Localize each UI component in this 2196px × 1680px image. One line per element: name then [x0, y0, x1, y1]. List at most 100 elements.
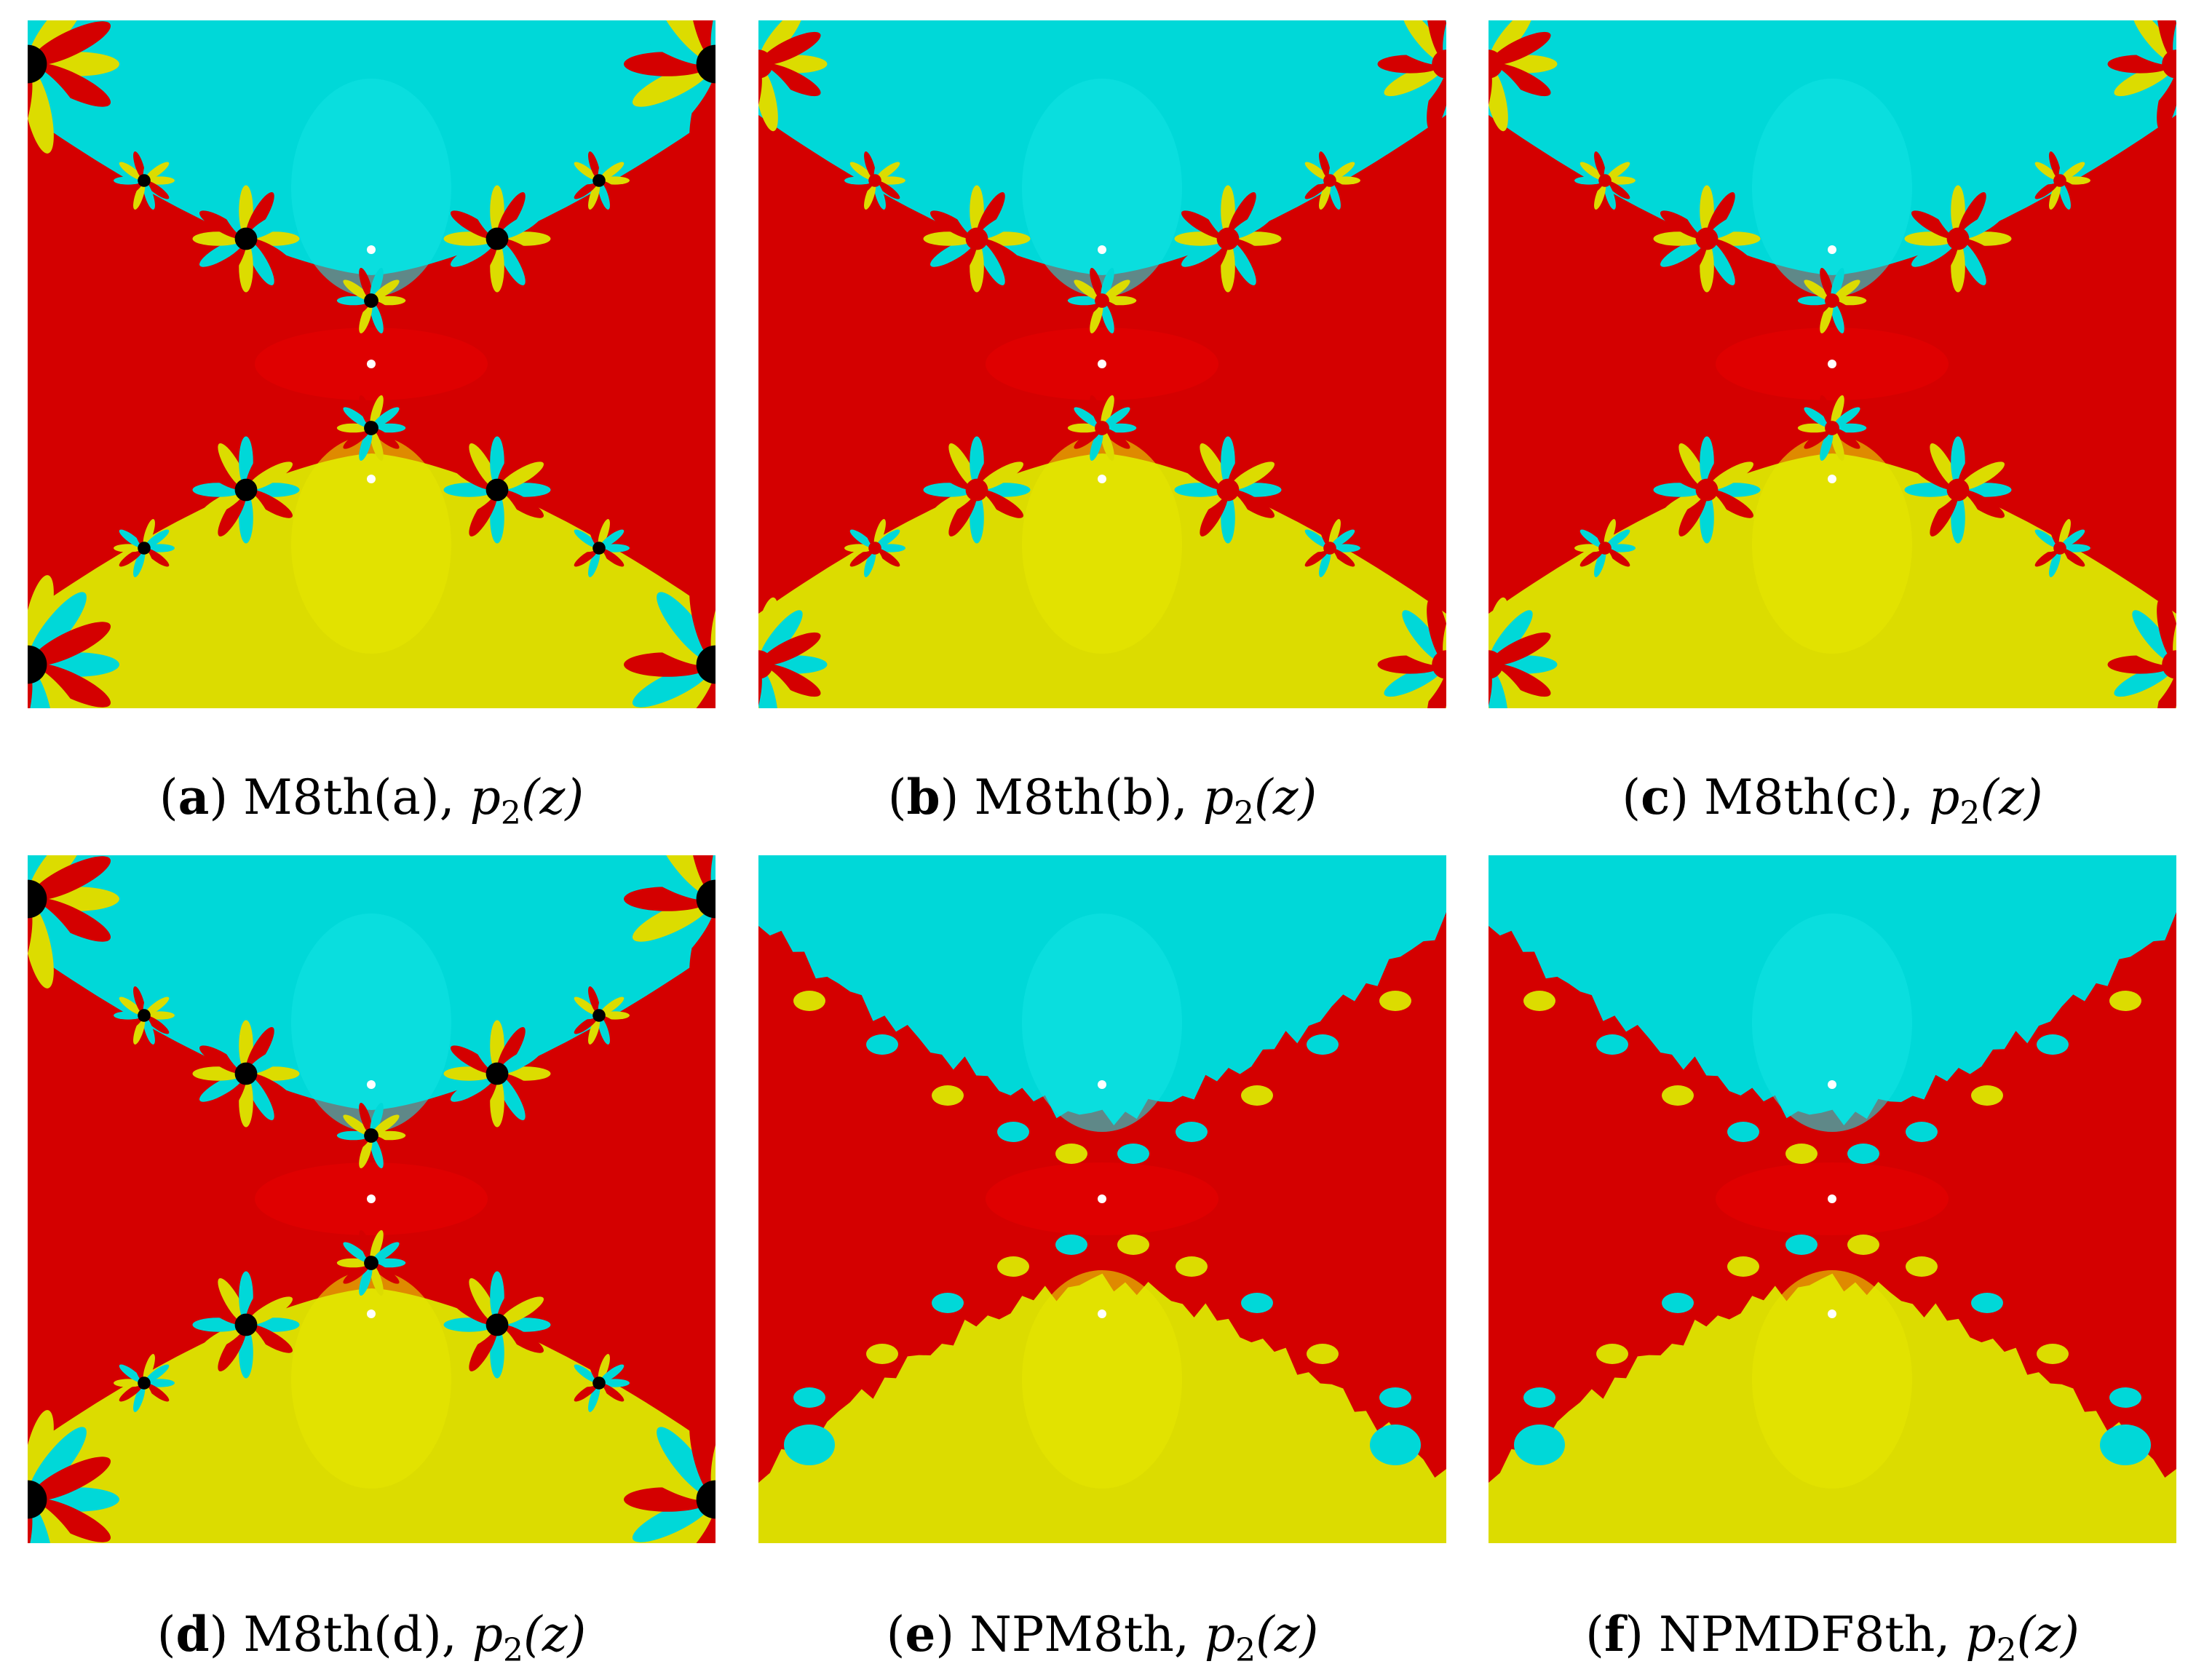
- petal: [1181, 489, 1226, 518]
- basin-plot-a: [28, 20, 716, 708]
- petal: [119, 548, 143, 567]
- caption-c: (c) M8th(c), p2(z): [1622, 769, 2043, 832]
- fractal-center: [1432, 49, 1446, 79]
- petal: [499, 461, 544, 491]
- fractal-center: [696, 44, 716, 84]
- root-dot: [1828, 1309, 1836, 1318]
- petal: [1660, 461, 1705, 491]
- petal: [1604, 151, 1616, 180]
- fractal-center: [364, 421, 378, 435]
- petal: [948, 491, 978, 537]
- petal: [496, 191, 526, 237]
- petal: [1820, 268, 1834, 299]
- fractal-island: [1343, 1424, 1375, 1444]
- petal: [2058, 519, 2071, 547]
- petal: [2058, 181, 2071, 210]
- fractal-island: [1523, 991, 1555, 1011]
- petal: [469, 1075, 498, 1121]
- petal: [1304, 529, 1329, 548]
- fractal-island: [1971, 1085, 2003, 1106]
- petal: [245, 1075, 274, 1121]
- petal: [1604, 181, 1616, 210]
- fractal-island: [1847, 1235, 1879, 1255]
- petal: [359, 429, 373, 461]
- petal: [2058, 151, 2071, 180]
- petal: [28, 1427, 87, 1497]
- petal: [343, 407, 370, 428]
- petal: [1101, 429, 1114, 461]
- petal: [849, 181, 874, 199]
- fractal-center: [1216, 227, 1240, 250]
- fractal-island: [1307, 1034, 1339, 1055]
- petal: [1706, 240, 1735, 286]
- petal: [145, 1364, 170, 1383]
- fractal-center: [592, 542, 606, 555]
- petal: [657, 1502, 715, 1543]
- petal: [929, 238, 975, 267]
- petal: [600, 529, 625, 548]
- basin-plot-e: [758, 855, 1446, 1543]
- fractal-island: [2073, 954, 2105, 975]
- root-dot: [1828, 1194, 1836, 1203]
- petal: [370, 395, 384, 427]
- petal: [133, 1384, 146, 1412]
- petal: [2029, 176, 2058, 185]
- caption-a: (a) M8th(a), p2(z): [159, 769, 584, 832]
- petal: [133, 986, 146, 1015]
- petal: [343, 280, 370, 301]
- petal: [245, 1326, 274, 1372]
- petal: [1606, 176, 1636, 185]
- petal: [598, 549, 610, 577]
- petal: [499, 1073, 544, 1102]
- petal: [761, 663, 821, 697]
- petal: [1911, 489, 1957, 518]
- poly-arg: (z): [1256, 1606, 1319, 1663]
- petal: [568, 1011, 598, 1020]
- petal: [145, 548, 170, 567]
- root-dot: [1098, 245, 1106, 254]
- petal: [1427, 667, 1446, 708]
- petal: [598, 1354, 610, 1382]
- fractal-center: [1432, 650, 1446, 679]
- fractal-center: [1695, 478, 1719, 502]
- petal: [28, 575, 54, 661]
- petal: [1427, 67, 1446, 132]
- petal: [145, 996, 170, 1015]
- fractal-island: [1370, 1425, 1421, 1465]
- poly-var: p: [1204, 1606, 1236, 1663]
- fractal-island: [932, 1085, 964, 1106]
- petal: [598, 1384, 610, 1412]
- petal: [1304, 548, 1329, 567]
- petal: [133, 151, 146, 180]
- fractal-island: [1117, 1235, 1149, 1255]
- petal: [1491, 63, 1551, 97]
- poly-arg: (z): [523, 1606, 587, 1663]
- fractal-center: [364, 1128, 378, 1143]
- fractal-center: [1323, 174, 1336, 187]
- fractal-center: [696, 1480, 716, 1519]
- petal: [844, 176, 873, 185]
- root-dot: [367, 1080, 376, 1089]
- petal: [1200, 443, 1229, 488]
- petal: [199, 461, 245, 491]
- petal: [1959, 489, 2005, 518]
- petal: [373, 296, 406, 306]
- petal: [450, 1045, 496, 1074]
- basin-panel-b: [758, 20, 1446, 708]
- root-dot: [1828, 360, 1836, 368]
- fractal-center: [965, 227, 988, 250]
- petal: [1606, 181, 1630, 199]
- petal: [1402, 66, 1446, 119]
- petal: [598, 151, 610, 180]
- petal: [2034, 529, 2059, 548]
- petal: [2157, 667, 2176, 708]
- petal: [1331, 176, 1360, 185]
- petal: [218, 1326, 247, 1372]
- fractal-center: [592, 1376, 606, 1390]
- fractal-island: [1241, 1085, 1273, 1106]
- petal: [1227, 240, 1256, 286]
- petal: [1181, 210, 1226, 239]
- petal: [873, 151, 886, 180]
- petal: [1090, 268, 1103, 299]
- fractal-center: [1216, 478, 1240, 502]
